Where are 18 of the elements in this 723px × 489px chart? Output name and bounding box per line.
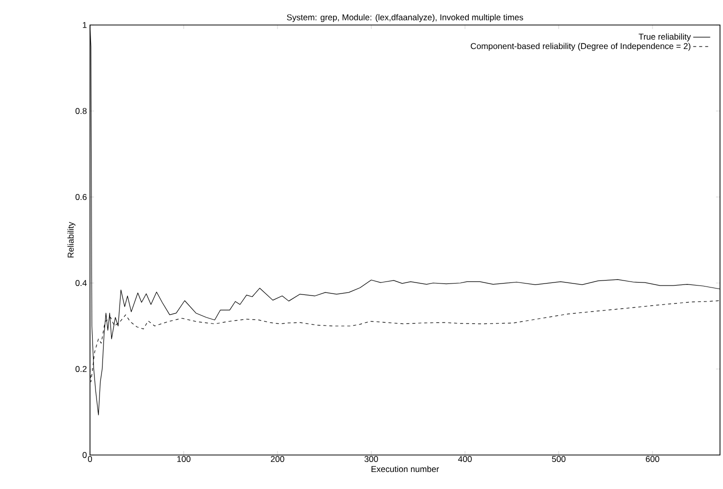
- x-tick-label: 600: [646, 456, 660, 462]
- legend-label: True reliability: [638, 33, 691, 42]
- y-axis-title: Reliability: [67, 222, 76, 258]
- y-tick-label: 1: [82, 22, 87, 28]
- x-tick-label: 0: [88, 456, 92, 462]
- x-tick-label: 500: [552, 456, 566, 462]
- chart-title: System: grep, Module: (lex,dfaanalyze), Invoked multiple times: [286, 14, 524, 22]
- x-tick-label: 400: [458, 456, 472, 462]
- y-tick-label: 0: [82, 452, 87, 458]
- x-axis-title: Execution number: [372, 466, 439, 472]
- y-tick-label: 0.6: [76, 194, 87, 200]
- y-tick-label: 0.4: [76, 280, 87, 286]
- x-tick-label: 200: [270, 456, 284, 462]
- y-tick-label: 0.8: [76, 108, 87, 114]
- x-tick-label: 300: [364, 456, 378, 462]
- legend-label: Component-based reliability (Degree of Independence = 2): [470, 42, 690, 51]
- y-tick-label: 0.2: [76, 366, 87, 372]
- x-tick-label: 100: [177, 456, 190, 462]
